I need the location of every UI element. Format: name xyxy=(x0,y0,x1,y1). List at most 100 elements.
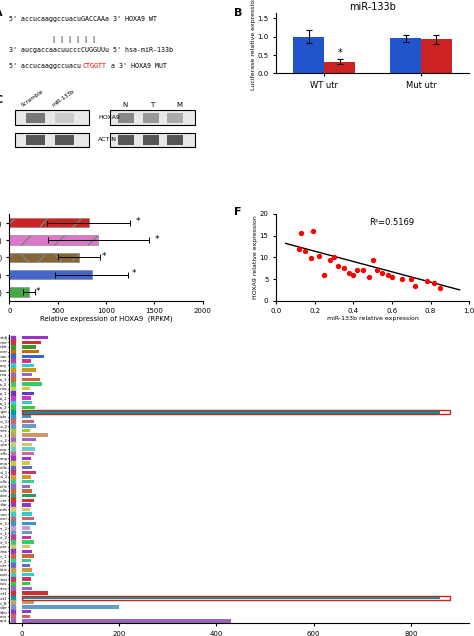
Bar xyxy=(22,424,36,427)
Text: C: C xyxy=(0,95,2,105)
Bar xyxy=(22,475,31,479)
Bar xyxy=(22,364,34,367)
Bar xyxy=(167,113,183,123)
Bar xyxy=(22,499,34,502)
Point xyxy=(379,267,386,277)
Bar xyxy=(110,133,195,148)
Text: *: * xyxy=(337,48,342,58)
Text: *: * xyxy=(136,218,140,226)
Text: 3' aucgaccaacuucccCUGGUUu 5' hsa-miR-133b: 3' aucgaccaacuucccCUGGUUu 5' hsa-miR-133… xyxy=(9,46,173,53)
Bar xyxy=(293,37,324,73)
Point xyxy=(346,267,353,277)
Bar xyxy=(22,410,440,413)
Text: N: N xyxy=(123,102,128,107)
Text: Scramble: Scramble xyxy=(20,88,45,107)
Bar xyxy=(22,522,36,525)
Bar xyxy=(22,577,31,581)
Text: miR-133b: miR-133b xyxy=(51,88,76,107)
Point xyxy=(398,274,405,284)
Bar xyxy=(118,113,134,123)
Bar xyxy=(22,601,34,604)
Point xyxy=(297,228,305,238)
Bar xyxy=(22,378,40,381)
Text: HOXA9: HOXA9 xyxy=(98,114,120,120)
Point xyxy=(365,272,373,282)
Point xyxy=(315,251,322,261)
Point xyxy=(307,253,315,263)
Bar xyxy=(22,420,34,423)
Bar xyxy=(26,135,45,145)
Bar xyxy=(22,517,34,520)
Point xyxy=(431,279,438,289)
Bar xyxy=(22,406,35,409)
Bar xyxy=(22,415,31,418)
Bar xyxy=(22,591,48,595)
Text: B: B xyxy=(234,8,242,18)
Y-axis label: Luciferase relative expression: Luciferase relative expression xyxy=(251,0,256,90)
Point xyxy=(301,245,309,256)
Bar xyxy=(143,135,158,145)
Bar xyxy=(22,368,36,372)
Bar xyxy=(22,382,42,385)
Bar xyxy=(22,373,32,377)
Bar xyxy=(22,541,34,544)
Bar xyxy=(22,550,32,553)
Bar xyxy=(22,531,32,534)
Bar xyxy=(22,587,32,590)
Bar xyxy=(143,113,158,123)
Bar xyxy=(390,39,421,73)
Bar xyxy=(22,452,34,455)
Bar xyxy=(22,457,31,460)
Bar xyxy=(22,392,34,395)
Bar xyxy=(22,605,119,609)
Bar xyxy=(118,135,134,145)
Bar xyxy=(15,133,89,148)
Bar xyxy=(22,545,30,548)
Point xyxy=(334,261,342,271)
Bar xyxy=(22,387,30,391)
Text: A: A xyxy=(0,8,3,18)
Bar xyxy=(22,336,48,339)
Bar xyxy=(167,135,183,145)
Bar xyxy=(22,471,36,474)
Text: *: * xyxy=(155,235,159,244)
Point xyxy=(327,254,334,265)
Text: 5' accucaaggccuacuGACCAAa 3' HOXA9 WT: 5' accucaaggccuacuGACCAAa 3' HOXA9 WT xyxy=(9,16,157,22)
Bar xyxy=(22,485,30,488)
Text: F: F xyxy=(234,207,241,217)
X-axis label: miR-133b relative expression: miR-133b relative expression xyxy=(327,315,419,321)
Bar xyxy=(22,447,35,451)
Bar xyxy=(22,410,450,414)
Point xyxy=(423,276,430,286)
Point xyxy=(354,265,361,275)
Text: *: * xyxy=(132,269,137,279)
Bar xyxy=(55,113,74,123)
Bar xyxy=(22,401,32,404)
Bar xyxy=(22,354,44,358)
X-axis label: Relative expression of HOXA9  (RPKM): Relative expression of HOXA9 (RPKM) xyxy=(40,315,173,322)
Bar xyxy=(22,614,30,618)
Point xyxy=(340,263,347,273)
Bar xyxy=(9,287,29,297)
Bar xyxy=(26,113,45,123)
Bar xyxy=(22,350,39,353)
Bar xyxy=(22,573,34,576)
Point xyxy=(411,280,419,291)
Text: a 3' HOXA9 MUT: a 3' HOXA9 MUT xyxy=(111,62,167,69)
Bar xyxy=(9,235,98,245)
Text: M: M xyxy=(176,102,182,107)
Point xyxy=(373,265,380,275)
Text: CTGGTT: CTGGTT xyxy=(82,62,107,69)
Bar xyxy=(421,39,452,73)
Bar xyxy=(22,513,32,516)
Point xyxy=(437,282,444,293)
Bar xyxy=(22,503,31,506)
Bar xyxy=(22,610,31,613)
Y-axis label: HOXA9 relative expression: HOXA9 relative expression xyxy=(253,216,258,299)
Bar xyxy=(22,596,440,599)
Bar xyxy=(22,461,30,465)
Text: R²=0.5169: R²=0.5169 xyxy=(369,218,414,227)
Text: T: T xyxy=(150,102,155,107)
Point xyxy=(330,252,338,263)
Bar xyxy=(22,494,36,497)
